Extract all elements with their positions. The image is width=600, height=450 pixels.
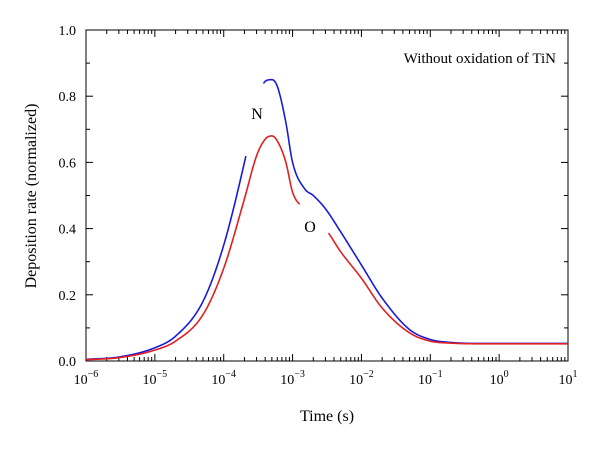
x-tick-labels: 10−6 10−5 10−4 10−3 10−2 10−1 100 101 <box>74 369 578 388</box>
y-tick-label: 0.6 <box>59 156 77 171</box>
x-tick-label: 101 <box>559 369 578 388</box>
axis-ticks <box>85 29 569 362</box>
y-tick-label: 0.4 <box>59 223 77 238</box>
series-label-o: O <box>304 219 316 236</box>
x-tick-label: 10−6 <box>74 369 99 388</box>
y-tick-label: 1.0 <box>59 24 77 39</box>
chart-annotation: Without oxidation of TiN <box>404 51 556 67</box>
plot-frame <box>85 29 569 362</box>
x-tick-label: 10−5 <box>143 369 168 388</box>
series-line-n <box>85 78 568 361</box>
x-tick-label: 10−3 <box>280 369 305 388</box>
y-tick-label: 0.8 <box>59 90 77 105</box>
x-axis-label: Time (s) <box>300 408 354 425</box>
series-lines <box>85 78 568 361</box>
y-tick-label: 0.2 <box>59 289 77 304</box>
series-label-n: N <box>251 106 263 123</box>
y-tick-label: 0.0 <box>59 355 77 370</box>
y-axis-label: Deposition rate (normalized) <box>23 104 40 289</box>
y-tick-labels: 0.0 0.2 0.4 0.6 0.8 1.0 <box>59 24 77 370</box>
x-tick-label: 100 <box>490 369 509 388</box>
x-tick-label: 10−1 <box>418 369 443 388</box>
x-tick-label: 10−4 <box>211 369 236 388</box>
x-tick-label: 10−2 <box>349 369 374 388</box>
series-line-o <box>85 135 568 361</box>
